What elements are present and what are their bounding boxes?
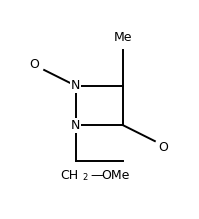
Text: O: O [158,141,168,154]
Text: O: O [29,58,39,71]
Text: CH: CH [60,169,78,182]
Text: Me: Me [114,31,133,44]
Text: N: N [71,79,80,92]
Text: 2: 2 [83,173,88,182]
Text: —: — [91,169,103,182]
Text: N: N [71,119,80,132]
Text: OMe: OMe [101,169,130,182]
